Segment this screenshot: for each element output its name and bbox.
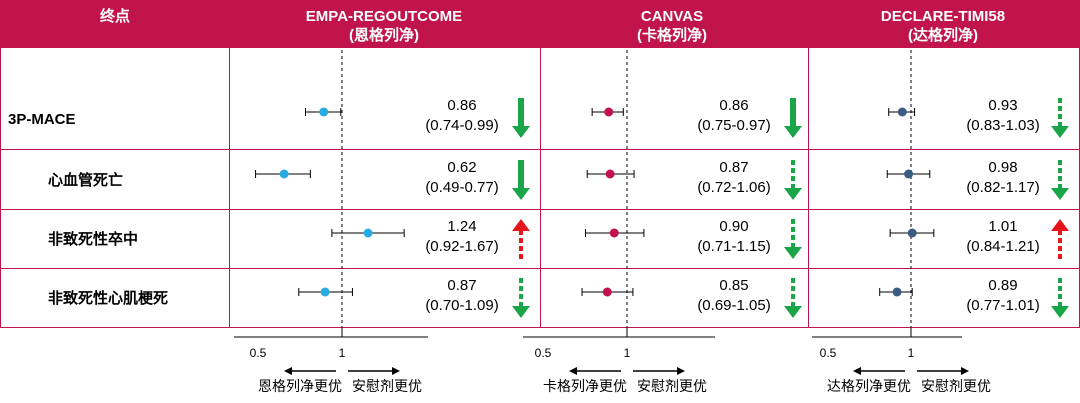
declare-nonfatal-stroke-ci-value: (0.84-1.21): [966, 238, 1039, 255]
declare-cv-death-down-arrow-icon-head: [1051, 188, 1069, 200]
declare-favor-right-label: 安慰剂更优: [921, 378, 991, 394]
canvas-nonfatal-stroke-hr-point: [609, 228, 619, 238]
empa-favor-left-label: 恩格列净更优: [258, 378, 342, 394]
declare-nonfatal-mi-down-arrow-icon-head: [1051, 306, 1069, 318]
empa-3p-mace-down-arrow-icon-head: [512, 126, 530, 138]
row-label-cv-death: 心血管死亡: [48, 171, 123, 189]
canvas-3p-mace-down-arrow-icon-head: [784, 126, 802, 138]
empa-3p-mace-hr-point: [319, 107, 329, 117]
canvas-trial-drug: (卡格列净): [637, 26, 707, 44]
empa-forest-panel: 0.5 1 恩格列净更优 安慰剂更优 0.86 (0.74-0.99) 0.62 (0.49-…: [234, 50, 530, 394]
canvas-cv-death-hr-value: 0.87: [719, 159, 748, 176]
table-grid: [0, 48, 1080, 328]
empa-cv-death-hr-value: 0.62: [447, 159, 476, 176]
canvas-nonfatal-stroke-ci-value: (0.71-1.15): [697, 238, 770, 255]
canvas-tick-label: 1: [624, 346, 631, 360]
canvas-cv-death-hr-point: [605, 169, 615, 179]
declare-3p-mace-down-arrow-icon-head: [1051, 126, 1069, 138]
declare-forest-panel: 0.5 1 达格列净更优 安慰剂更优 0.93 (0.83-1.03) 0.98 (0.82-…: [812, 50, 1069, 394]
declare-cv-death-ci-value: (0.82-1.17): [966, 179, 1039, 196]
declare-nonfatal-mi-down-arrow-icon: [1051, 278, 1069, 318]
declare-favor-left-arrow-head: [853, 367, 861, 375]
declare-nonfatal-mi-hr-value: 0.89: [988, 277, 1017, 294]
canvas-cv-death-down-arrow-icon: [784, 160, 802, 200]
canvas-nonfatal-stroke-down-arrow-icon: [784, 219, 802, 259]
declare-nonfatal-stroke-hr-value: 1.01: [988, 218, 1017, 235]
empa-nonfatal-stroke-up-arrow-icon: [512, 219, 530, 259]
declare-tick-label: 1: [908, 346, 915, 360]
empa-nonfatal-mi-hr-value: 0.87: [447, 277, 476, 294]
empa-cv-death-ci-value: (0.49-0.77): [425, 179, 498, 196]
declare-nonfatal-stroke-hr-point: [907, 228, 917, 238]
declare-3p-mace-down-arrow-icon: [1051, 98, 1069, 138]
empa-favor-right-label: 安慰剂更优: [352, 378, 422, 394]
empa-nonfatal-mi-ci-value: (0.70-1.09): [425, 297, 498, 314]
canvas-nonfatal-stroke-hr-value: 0.90: [719, 218, 748, 235]
canvas-tick-label: 0.5: [535, 346, 552, 360]
declare-trial-name: DECLARE-TIMI58: [881, 8, 1005, 25]
empa-favor-left-arrow-head: [284, 367, 292, 375]
declare-cv-death-hr-value: 0.98: [988, 159, 1017, 176]
canvas-favor-left-arrow-head: [569, 367, 577, 375]
empa-tick-label: 1: [339, 346, 346, 360]
declare-nonfatal-mi-hr-point: [892, 287, 902, 297]
header-bar: [0, 0, 1080, 48]
canvas-3p-mace-ci-value: (0.75-0.97): [697, 117, 770, 134]
declare-tick-label: 0.5: [820, 346, 837, 360]
empa-trial-drug: (恩格列净): [349, 26, 419, 44]
declare-nonfatal-stroke-up-arrow-icon-head: [1051, 219, 1069, 231]
canvas-3p-mace-hr-value: 0.86: [719, 97, 748, 114]
empa-nonfatal-stroke-hr-value: 1.24: [447, 218, 476, 235]
canvas-favor-right-arrow-head: [677, 367, 685, 375]
canvas-3p-mace-down-arrow-icon: [784, 98, 802, 138]
empa-3p-mace-down-arrow-icon: [512, 98, 530, 138]
declare-cv-death-hr-point: [904, 169, 914, 179]
canvas-trial-name: CANVAS: [641, 8, 703, 25]
empa-nonfatal-stroke-hr-point: [363, 228, 373, 238]
declare-favor-left-label: 达格列净更优: [827, 378, 911, 394]
declare-nonfatal-mi-ci-value: (0.77-1.01): [966, 297, 1039, 314]
endpoint-header: 终点: [100, 7, 130, 25]
empa-nonfatal-stroke-ci-value: (0.92-1.67): [425, 238, 498, 255]
empa-nonfatal-mi-down-arrow-icon-head: [512, 306, 530, 318]
declare-favor-right-arrow-head: [961, 367, 969, 375]
canvas-favor-right-label: 安慰剂更优: [637, 378, 707, 394]
canvas-forest-panel: 0.5 1 卡格列净更优 安慰剂更优 0.86 (0.75-0.97) 0.87 (0.72-…: [523, 50, 802, 394]
canvas-nonfatal-stroke-down-arrow-icon-head: [784, 247, 802, 259]
declare-trial-drug: (达格列净): [908, 26, 978, 44]
canvas-nonfatal-mi-down-arrow-icon-head: [784, 306, 802, 318]
canvas-nonfatal-mi-hr-point: [602, 287, 612, 297]
declare-3p-mace-hr-value: 0.93: [988, 97, 1017, 114]
empa-cv-death-down-arrow-icon: [512, 160, 530, 200]
empa-tick-label: 0.5: [250, 346, 267, 360]
declare-nonfatal-stroke-up-arrow-icon: [1051, 219, 1069, 259]
empa-cv-death-hr-point: [279, 169, 289, 179]
empa-3p-mace-ci-value: (0.74-0.99): [425, 117, 498, 134]
row-label-nonfatal-stroke: 非致死性卒中: [48, 230, 138, 248]
row-label-nonfatal-mi: 非致死性心肌梗死: [48, 289, 168, 307]
declare-3p-mace-ci-value: (0.83-1.03): [966, 117, 1039, 134]
canvas-cv-death-down-arrow-icon-head: [784, 188, 802, 200]
declare-cv-death-down-arrow-icon: [1051, 160, 1069, 200]
empa-nonfatal-stroke-up-arrow-icon-head: [512, 219, 530, 231]
row-label-3p-mace: 3P-MACE: [8, 111, 76, 128]
canvas-nonfatal-mi-ci-value: (0.69-1.05): [697, 297, 770, 314]
canvas-cv-death-ci-value: (0.72-1.06): [697, 179, 770, 196]
empa-nonfatal-mi-hr-point: [320, 287, 330, 297]
empa-nonfatal-mi-down-arrow-icon: [512, 278, 530, 318]
canvas-nonfatal-mi-hr-value: 0.85: [719, 277, 748, 294]
canvas-3p-mace-hr-point: [604, 107, 614, 117]
empa-3p-mace-hr-value: 0.86: [447, 97, 476, 114]
declare-3p-mace-hr-point: [897, 107, 907, 117]
canvas-favor-left-label: 卡格列净更优: [543, 378, 627, 394]
empa-cv-death-down-arrow-icon-head: [512, 188, 530, 200]
canvas-nonfatal-mi-down-arrow-icon: [784, 278, 802, 318]
empa-favor-right-arrow-head: [392, 367, 400, 375]
empa-trial-name: EMPA-REGOUTCOME: [306, 8, 462, 25]
